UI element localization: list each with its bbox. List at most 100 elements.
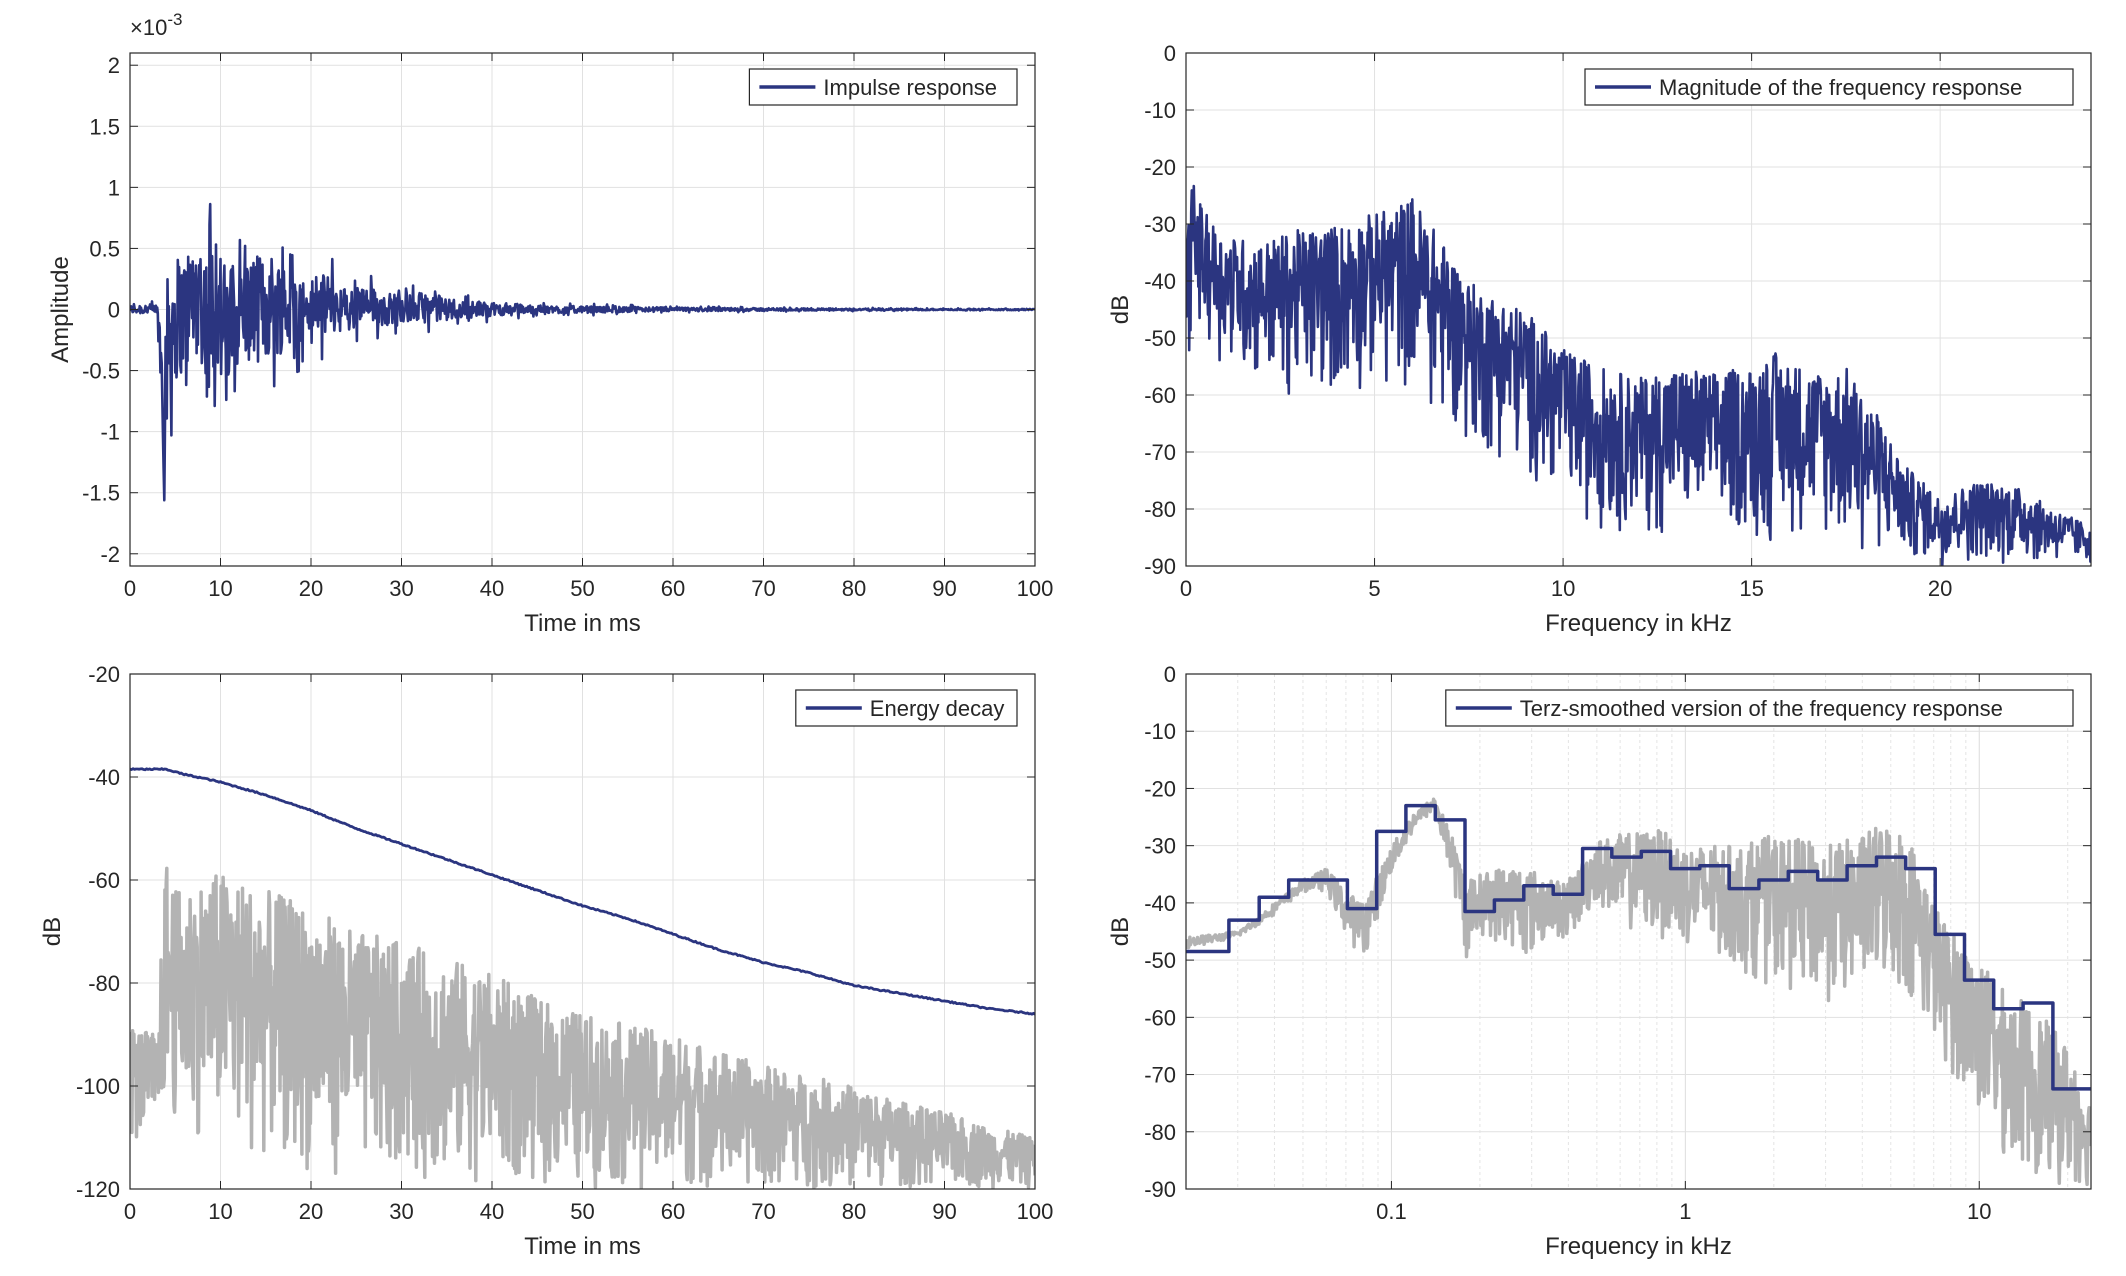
y-tick-label: -0.5 [82,359,120,384]
y-tick-label: 0 [108,298,120,323]
x-tick-label: 20 [299,576,323,601]
y-tick-label: 0.5 [89,236,120,261]
x-axis-label: Time in ms [524,1233,640,1260]
x-tick-label: 0 [1180,576,1192,601]
legend-box [1584,68,2074,106]
y-tick-label: 1 [108,175,120,200]
y-tick-label: -80 [1144,1120,1176,1145]
x-tick-label: 70 [751,1199,775,1224]
axes-frame [1185,52,2092,567]
x-axis-label: Frequency in kHz [1545,1233,1732,1260]
x-tick-label: 80 [842,1199,866,1224]
y-tick-label: -10 [1144,719,1176,744]
axes-impulse: 0 10 20 30 40 50 60 70 80 90 100 -2 -1.5 -1 -0.5 0 0.5 1 1… [47,10,1053,637]
x-tick-label: 80 [842,576,866,601]
y-tick-label: -20 [1144,776,1176,801]
y-tick-label: -50 [1144,326,1176,351]
legend-label: Impulse response [823,75,997,100]
y-tick-label: -80 [88,971,120,996]
series-line [1186,803,2091,1091]
y-tick-label: -60 [1144,1005,1176,1030]
x-tick-label: 60 [661,576,685,601]
x-tick-label: 0 [124,1199,136,1224]
legend: Terz-smoothed version of the frequency r… [1445,689,2074,727]
y-tick-label: -40 [88,765,120,790]
background-series-line [1186,797,2091,1187]
x-tick-label: 100 [1017,576,1054,601]
x-tick-label: 90 [932,576,956,601]
x-tick-label: 50 [570,576,594,601]
legend: Magnitude of the frequency response [1584,68,2074,106]
y-tick-label: -1 [100,420,120,445]
y-axis-label: dB [1107,295,1134,324]
y-tick-label: -2 [100,542,120,567]
x-tick-label: 60 [661,1199,685,1224]
x-tick-label: 100 [1017,1199,1054,1224]
x-tick-label: 70 [751,576,775,601]
y-axis-label: dB [39,917,66,946]
y-tick-label: 0 [1164,41,1176,66]
y-axis-label: Amplitude [47,256,74,363]
y-tick-label: -70 [1144,440,1176,465]
y-tick-label: -90 [1144,554,1176,579]
series-line [130,202,1035,502]
y-exponent-power: -3 [167,10,182,29]
y-tick-label: -50 [1144,948,1176,973]
legend-box [1445,689,2074,727]
y-tick-label: -40 [1144,269,1176,294]
y-tick-label: -20 [88,662,120,687]
plot-area [1186,674,2091,1189]
legend-label: Magnitude of the frequency response [1659,75,2022,100]
y-tick-label: -60 [1144,383,1176,408]
x-tick-label: 40 [480,1199,504,1224]
x-tick-label: 1 [1679,1199,1691,1224]
x-tick-label: 90 [932,1199,956,1224]
y-tick-label: 0 [1164,662,1176,687]
x-tick-label: 50 [570,1199,594,1224]
y-exponent-label: ×10-3 [130,10,182,40]
x-tick-label: 15 [1739,576,1763,601]
y-tick-label: 2 [108,53,120,78]
series-line [1186,184,2091,566]
x-tick-label: 0 [124,576,136,601]
x-tick-label: 10 [1967,1199,1991,1224]
axes-frame [1185,673,2092,1190]
legend-label: Terz-smoothed version of the frequency r… [1520,696,2003,721]
plot-layer [1186,797,2091,1187]
y-tick-label: -20 [1144,155,1176,180]
background-series-line [130,866,1035,1189]
legend: Impulse response [748,68,1018,106]
x-tick-label: 10 [1551,576,1575,601]
grid [1185,673,2091,1190]
x-tick-label: 30 [389,576,413,601]
legend: Energy decay [795,689,1018,727]
x-axis-label: Time in ms [524,610,640,637]
x-tick-label: 10 [208,1199,232,1224]
y-tick-label: -10 [1144,98,1176,123]
series-line [130,767,1035,1016]
x-axis-label: Frequency in kHz [1545,610,1732,637]
plot-layer [130,767,1035,1189]
axes-terz: 0.1 1 10 0 -10 -20 -30 -40 -50 -60 -70 -80 -90 Freque… [1107,662,2092,1260]
plot-layer [1186,184,2091,566]
axes-magnitude: 0 5 10 15 20 0 -10 -20 -30 -40 -50 -60 -70 -80 -90 Freq… [1107,41,2092,637]
y-tick-label: -90 [1144,1177,1176,1202]
y-tick-label: -60 [88,868,120,893]
x-tick-label: 40 [480,576,504,601]
y-tick-label: 1.5 [89,114,120,139]
y-tick-label: -120 [76,1177,120,1202]
axes-decay: 0 10 20 30 40 50 60 70 80 90 100 -20 -40 -60 -80 -100 -1… [39,662,1053,1260]
x-tick-label: 5 [1368,576,1380,601]
y-tick-label: -1.5 [82,481,120,506]
y-tick-label: -70 [1144,1063,1176,1088]
x-tick-label: 20 [1928,576,1952,601]
legend-label: Energy decay [870,696,1005,721]
x-tick-label: 10 [208,576,232,601]
y-axis-label: dB [1107,917,1134,946]
x-tick-label: 20 [299,1199,323,1224]
y-tick-label: -40 [1144,891,1176,916]
x-tick-label: 0.1 [1376,1199,1407,1224]
y-tick-label: -30 [1144,212,1176,237]
plot-layer [130,202,1035,502]
